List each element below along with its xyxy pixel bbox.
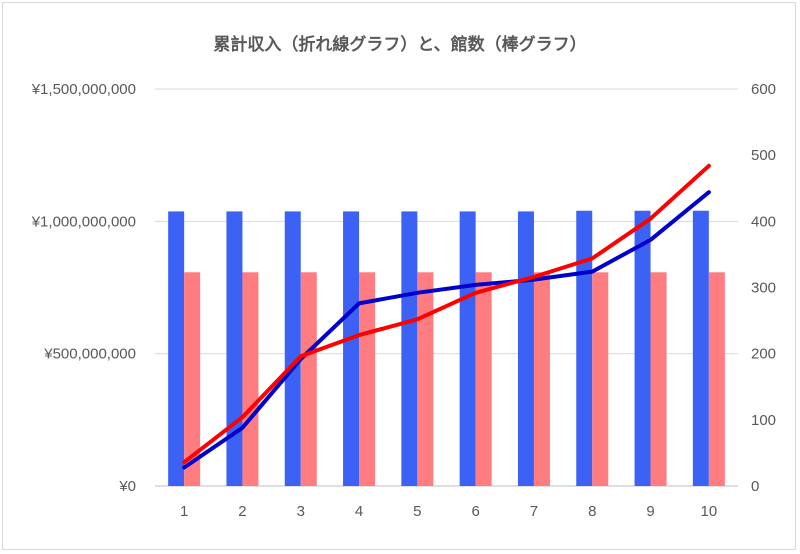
x-axis-tick-label: 1 xyxy=(180,503,188,520)
bar xyxy=(517,211,534,487)
x-axis-tick-label: 7 xyxy=(530,503,538,520)
bar xyxy=(650,272,667,486)
x-axis-tick-label: 9 xyxy=(646,503,654,520)
lines xyxy=(182,163,711,470)
left-axis-tick-label: ¥1,500,000,000 xyxy=(31,81,136,98)
line-series xyxy=(182,163,711,465)
line-series xyxy=(182,190,711,470)
bar xyxy=(184,272,201,486)
bar xyxy=(692,210,709,486)
bar xyxy=(359,272,376,486)
x-axis-tick-label: 5 xyxy=(413,503,421,520)
bar xyxy=(634,210,651,486)
bar xyxy=(459,211,476,487)
bar xyxy=(592,272,609,486)
bar xyxy=(226,211,243,487)
bar xyxy=(242,272,259,486)
bar xyxy=(417,272,434,486)
bars xyxy=(168,210,725,487)
bar xyxy=(475,272,492,486)
x-axis-tick-label: 8 xyxy=(588,503,596,520)
right-axis-tick-label: 500 xyxy=(751,147,776,164)
x-axis-tick-label: 3 xyxy=(297,503,305,520)
bar xyxy=(168,211,185,487)
bar xyxy=(708,272,725,486)
x-axis-tick-label: 10 xyxy=(701,503,718,520)
right-axis-tick-label: 200 xyxy=(751,346,776,363)
x-axis-tick-label: 2 xyxy=(238,503,246,520)
bar xyxy=(300,272,317,486)
bar xyxy=(284,211,301,487)
bar xyxy=(533,272,550,486)
right-axis-tick-label: 600 xyxy=(751,81,776,98)
right-axis-tick-label: 100 xyxy=(751,412,776,429)
x-axis: 1 2 3 4 5 6 7 8 9 10 xyxy=(180,503,717,520)
bar xyxy=(343,211,360,487)
right-axis-tick-label: 300 xyxy=(751,280,776,297)
x-axis-tick-label: 4 xyxy=(355,503,363,520)
bar xyxy=(576,210,593,486)
x-axis-tick-label: 6 xyxy=(471,503,479,520)
left-axis-tick-label: ¥0 xyxy=(118,478,136,495)
bar xyxy=(401,211,418,487)
left-axis-tick-label: ¥1,000,000,000 xyxy=(31,213,136,230)
left-y-axis: ¥0 ¥500,000,000 ¥1,000,000,000 ¥1,500,000,0… xyxy=(31,81,136,495)
right-axis-tick-label: 400 xyxy=(751,213,776,230)
chart-svg: 累計収入（折れ線グラフ）と、館数（棒グラフ） ¥0 ¥500,000,000 ¥1,… xyxy=(31,34,776,520)
right-y-axis: 0 100 200 300 400 500 600 xyxy=(751,81,776,495)
left-axis-tick-label: ¥500,000,000 xyxy=(43,346,136,363)
chart-title: 累計収入（折れ線グラフ）と、館数（棒グラフ） xyxy=(213,34,586,55)
right-axis-tick-label: 0 xyxy=(751,478,759,495)
